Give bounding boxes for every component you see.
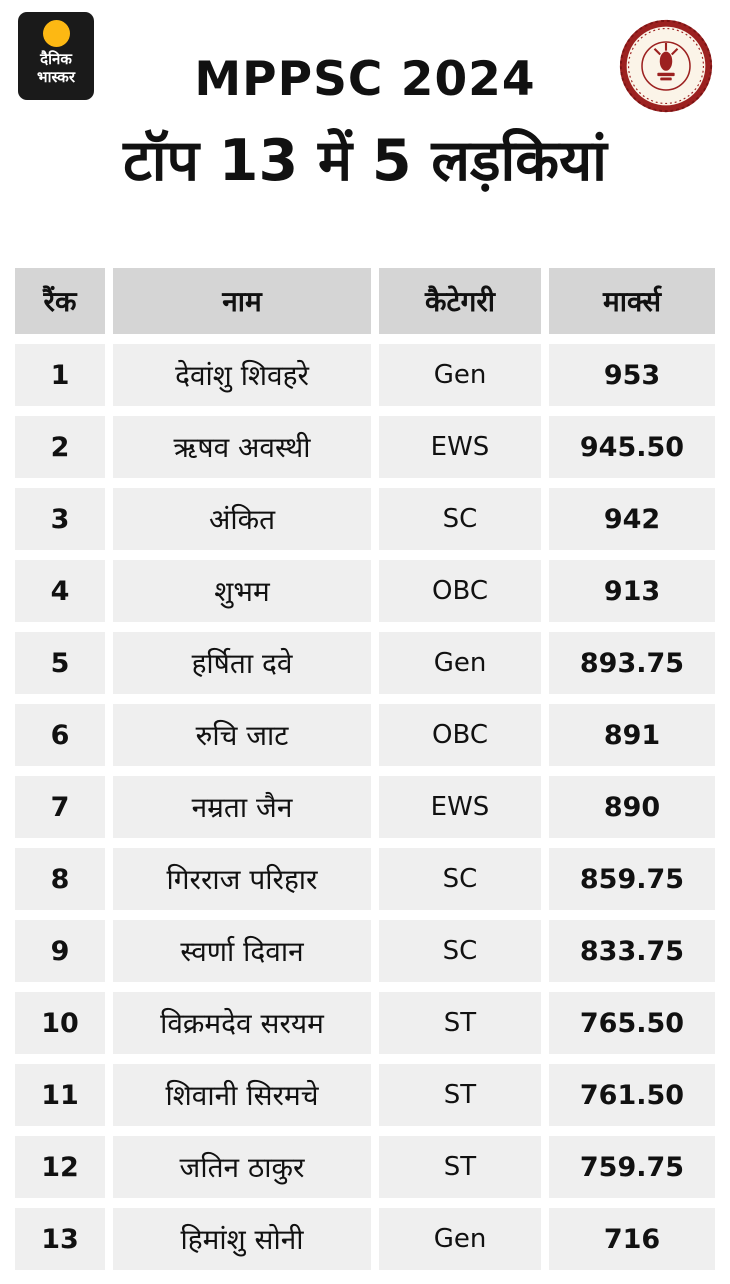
table-row: 1 देवांशु शिवहरे Gen 953 xyxy=(15,344,715,406)
table-row: 9 स्वर्णा दिवान SC 833.75 xyxy=(15,920,715,982)
marks-cell: 759.75 xyxy=(549,1136,715,1198)
marks-cell: 913 xyxy=(549,560,715,622)
marks-cell: 765.50 xyxy=(549,992,715,1054)
category-cell: SC xyxy=(379,488,541,550)
name-cell: जतिन ठाकुर xyxy=(113,1136,371,1198)
rank-cell: 3 xyxy=(15,488,105,550)
marks-cell: 945.50 xyxy=(549,416,715,478)
category-cell: ST xyxy=(379,1136,541,1198)
category-cell: ST xyxy=(379,1064,541,1126)
marks-cell: 761.50 xyxy=(549,1064,715,1126)
rank-cell: 9 xyxy=(15,920,105,982)
header: दैनिक भास्कर MPPSC 2024 टॉप 13 में 5 लड़… xyxy=(0,0,730,268)
table-header-row: रैंक नाम कैटेगरी मार्क्स xyxy=(15,268,715,334)
table-row: 6 रुचि जाट OBC 891 xyxy=(15,704,715,766)
column-header-marks: मार्क्स xyxy=(549,268,715,334)
category-cell: Gen xyxy=(379,344,541,406)
table-row: 12 जतिन ठाकुर ST 759.75 xyxy=(15,1136,715,1198)
category-cell: SC xyxy=(379,920,541,982)
marks-cell: 833.75 xyxy=(549,920,715,982)
table-row: 10 विक्रमदेव सरयम ST 765.50 xyxy=(15,992,715,1054)
table-row: 3 अंकित SC 942 xyxy=(15,488,715,550)
name-cell: ऋषव अवस्थी xyxy=(113,416,371,478)
logo-text: दैनिक भास्कर xyxy=(37,50,75,86)
table-row: 5 हर्षिता दवे Gen 893.75 xyxy=(15,632,715,694)
table-body: 1 देवांशु शिवहरे Gen 953 2 ऋषव अवस्थी EWS 945.5… xyxy=(15,344,715,1270)
marks-cell: 893.75 xyxy=(549,632,715,694)
category-cell: SC xyxy=(379,848,541,910)
title-block: MPPSC 2024 टॉप 13 में 5 लड़कियां xyxy=(0,0,730,190)
rank-cell: 2 xyxy=(15,416,105,478)
marks-cell: 953 xyxy=(549,344,715,406)
rank-cell: 5 xyxy=(15,632,105,694)
name-cell: हर्षिता दवे xyxy=(113,632,371,694)
page-subtitle: टॉप 13 में 5 लड़कियां xyxy=(123,128,607,194)
rank-cell: 1 xyxy=(15,344,105,406)
category-cell: ST xyxy=(379,992,541,1054)
rank-cell: 6 xyxy=(15,704,105,766)
marks-cell: 859.75 xyxy=(549,848,715,910)
name-cell: गिरराज परिहार xyxy=(113,848,371,910)
rank-cell: 11 xyxy=(15,1064,105,1126)
mp-government-emblem-icon xyxy=(618,18,714,114)
name-cell: शिवानी सिरमचे xyxy=(113,1064,371,1126)
results-table: रैंक नाम कैटेगरी मार्क्स 1 देवांशु शिवहरे… xyxy=(0,268,730,1270)
category-cell: Gen xyxy=(379,632,541,694)
page-title: MPPSC 2024 xyxy=(194,52,536,107)
column-header-rank: रैंक xyxy=(15,268,105,334)
logo-line1: दैनिक xyxy=(40,50,72,68)
marks-cell: 891 xyxy=(549,704,715,766)
marks-cell: 942 xyxy=(549,488,715,550)
category-cell: EWS xyxy=(379,416,541,478)
table-row: 7 नम्रता जैन EWS 890 xyxy=(15,776,715,838)
name-cell: अंकित xyxy=(113,488,371,550)
marks-cell: 890 xyxy=(549,776,715,838)
rank-cell: 13 xyxy=(15,1208,105,1270)
name-cell: नम्रता जैन xyxy=(113,776,371,838)
logo-line2: भास्कर xyxy=(37,68,75,86)
name-cell: रुचि जाट xyxy=(113,704,371,766)
rank-cell: 8 xyxy=(15,848,105,910)
category-cell: Gen xyxy=(379,1208,541,1270)
rank-cell: 10 xyxy=(15,992,105,1054)
column-header-name: नाम xyxy=(113,268,371,334)
marks-cell: 716 xyxy=(549,1208,715,1270)
name-cell: हिमांशु सोनी xyxy=(113,1208,371,1270)
sun-icon xyxy=(42,20,70,47)
rank-cell: 12 xyxy=(15,1136,105,1198)
rank-cell: 4 xyxy=(15,560,105,622)
table-row: 11 शिवानी सिरमचे ST 761.50 xyxy=(15,1064,715,1126)
category-cell: OBC xyxy=(379,560,541,622)
category-cell: EWS xyxy=(379,776,541,838)
name-cell: स्वर्णा दिवान xyxy=(113,920,371,982)
table-row: 8 गिरराज परिहार SC 859.75 xyxy=(15,848,715,910)
name-cell: शुभम xyxy=(113,560,371,622)
table-row: 4 शुभम OBC 913 xyxy=(15,560,715,622)
category-cell: OBC xyxy=(379,704,541,766)
dainik-bhaskar-logo: दैनिक भास्कर xyxy=(18,12,94,100)
name-cell: विक्रमदेव सरयम xyxy=(113,992,371,1054)
column-header-category: कैटेगरी xyxy=(379,268,541,334)
rank-cell: 7 xyxy=(15,776,105,838)
table-row: 13 हिमांशु सोनी Gen 716 xyxy=(15,1208,715,1270)
table-row: 2 ऋषव अवस्थी EWS 945.50 xyxy=(15,416,715,478)
name-cell: देवांशु शिवहरे xyxy=(113,344,371,406)
